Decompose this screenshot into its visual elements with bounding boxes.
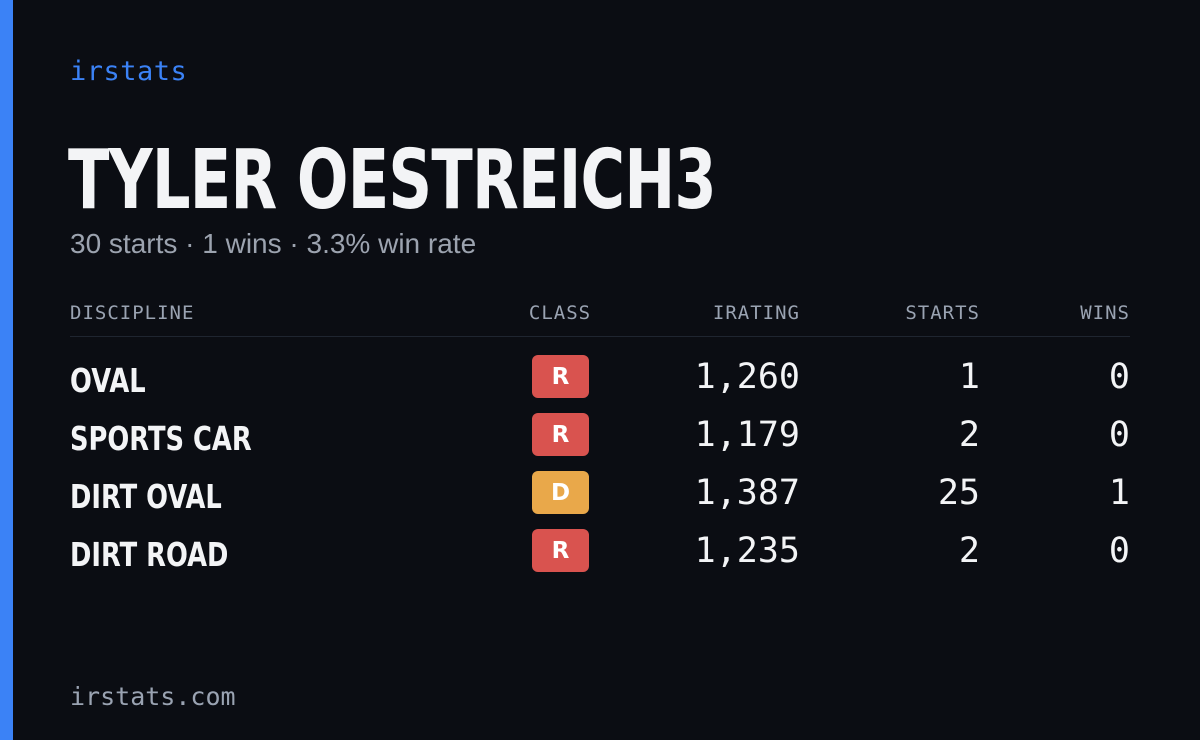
- header-starts: STARTS: [905, 302, 980, 324]
- summary-stats: 30 starts · 1 wins · 3.3% win rate: [70, 228, 477, 259]
- irating-value: 1,179: [694, 415, 800, 455]
- header-irating: IRATING: [712, 302, 800, 324]
- table-row: DIRT ROAD R 1,235 2 0: [70, 511, 1130, 574]
- starts-value: 25: [937, 473, 980, 513]
- class-badge: R: [532, 413, 589, 456]
- table-row: OVAL R 1,260 1 0: [70, 337, 1130, 400]
- header-discipline: DISCIPLINE: [70, 302, 195, 324]
- discipline-table: DISCIPLINE CLASS IRATING STARTS WINS OVA…: [70, 296, 1130, 574]
- starts-value: 2: [958, 531, 980, 571]
- table-row: DIRT OVAL D 1,387 25 1: [70, 453, 1130, 516]
- table-row: SPORTS CAR R 1,179 2 0: [70, 395, 1130, 458]
- wins-value: 0: [1108, 357, 1130, 397]
- table-header: DISCIPLINE CLASS IRATING STARTS WINS: [70, 296, 1130, 337]
- starts-value: 1: [958, 357, 980, 397]
- header-wins: WINS: [1080, 302, 1130, 324]
- class-badge: D: [532, 471, 589, 514]
- starts-value: 2: [958, 415, 980, 455]
- footer-url: irstats.com: [70, 682, 236, 711]
- wins-value: 0: [1108, 531, 1130, 571]
- irating-value: 1,387: [694, 473, 800, 513]
- wins-value: 1: [1108, 473, 1130, 513]
- accent-bar: [0, 0, 13, 740]
- brand-logo: irstats: [70, 56, 188, 87]
- discipline-name: OVAL: [70, 361, 146, 400]
- irating-value: 1,235: [694, 531, 800, 571]
- class-badge: R: [532, 529, 589, 572]
- discipline-name: DIRT OVAL: [70, 477, 222, 516]
- discipline-name: DIRT ROAD: [70, 535, 229, 574]
- discipline-name: SPORTS CAR: [70, 419, 252, 458]
- wins-value: 0: [1108, 415, 1130, 455]
- class-badge: R: [532, 355, 589, 398]
- page-title: TYLER OESTREICH3: [68, 133, 717, 228]
- irating-value: 1,260: [694, 357, 800, 397]
- header-class: CLASS: [528, 302, 592, 324]
